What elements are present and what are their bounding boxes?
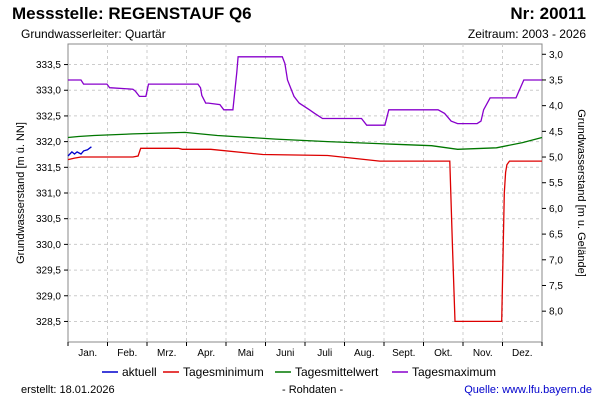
legend-label: Tagesminimum [183,365,264,379]
x-tick-label: Aug. [354,348,375,359]
raw-data-note: - Rohdaten - [282,384,344,396]
y-tick-label: 332,5 [36,111,61,122]
period-label: Zeitraum: 2003 - 2026 [467,27,586,41]
station-title: Messstelle: REGENSTAUF Q6 [12,4,252,23]
y2-tick-label: 8,0 [549,307,563,318]
station-number: Nr: 20011 [510,4,586,23]
y-tick-label: 332,0 [36,137,61,148]
y-tick-label: 330,5 [36,214,61,225]
series-line-aktuell [67,146,92,157]
created-date: erstellt: 18.01.2026 [21,384,115,396]
y2-axis-label: Grundwasserstand [m u. Gelände] [575,109,587,277]
x-tick-label: Feb. [117,348,137,359]
x-tick-label: Juni [276,348,294,359]
y-tick-label: 333,0 [36,86,61,97]
x-tick-label: Mai [238,348,254,359]
y-tick-label: 329,5 [36,266,61,277]
series-line-tagesminimum [67,147,542,323]
series-line-tagesmaximum [68,56,542,126]
x-tick-label: Jan. [78,348,97,359]
y2-tick-label: 7,0 [549,255,563,266]
x-tick-label: Apr. [197,348,215,359]
y2-tick-label: 3,5 [549,75,563,86]
aquifer-label: Grundwasserleiter: Quartär [21,27,166,41]
legend-label: Tagesmittelwert [295,365,379,379]
x-tick-label: Dez. [512,348,533,359]
grid-lines [68,44,542,342]
y2-tick-label: 5,5 [549,178,563,189]
y-tick-label: 329,0 [36,291,61,302]
source-link[interactable]: Quelle: www.lfu.bayern.de [464,384,592,396]
y2-tick-label: 4,5 [549,127,563,138]
legend-label: Tagesmaximum [412,365,496,379]
y2-tick-label: 6,0 [549,204,563,215]
y-tick-label: 333,5 [36,60,61,71]
x-tick-label: Nov. [473,348,493,359]
x-tick-label: Mrz. [157,348,176,359]
y2-tick-label: 5,0 [549,153,563,164]
x-tick-label: Okt. [434,348,452,359]
y-tick-label: 330,0 [36,240,61,251]
y2-tick-label: 4,0 [549,101,563,112]
y2-tick-label: 7,5 [549,281,563,292]
legend-label: aktuell [122,365,157,379]
series-lines [67,56,543,323]
y2-tick-label: 3,0 [549,50,563,61]
legend: aktuell Tagesminimum Tagesmittelwert Tagesm… [102,365,496,379]
y-tick-label: 328,5 [36,317,61,328]
x-tick-label: Juli [317,348,332,359]
series-line-tagesmittelwert [67,131,543,150]
axis-ticks: 328,5 329,0 329,5 330,0 330,5 331,0 331,5 332,0… [36,50,563,359]
y2-tick-label: 6,5 [549,230,563,241]
x-tick-label: Sept. [392,348,415,359]
y-tick-label: 331,0 [36,189,61,200]
y-axis-label: Grundwasserstand [m ü. NN] [15,122,27,264]
y-tick-label: 331,5 [36,163,61,174]
